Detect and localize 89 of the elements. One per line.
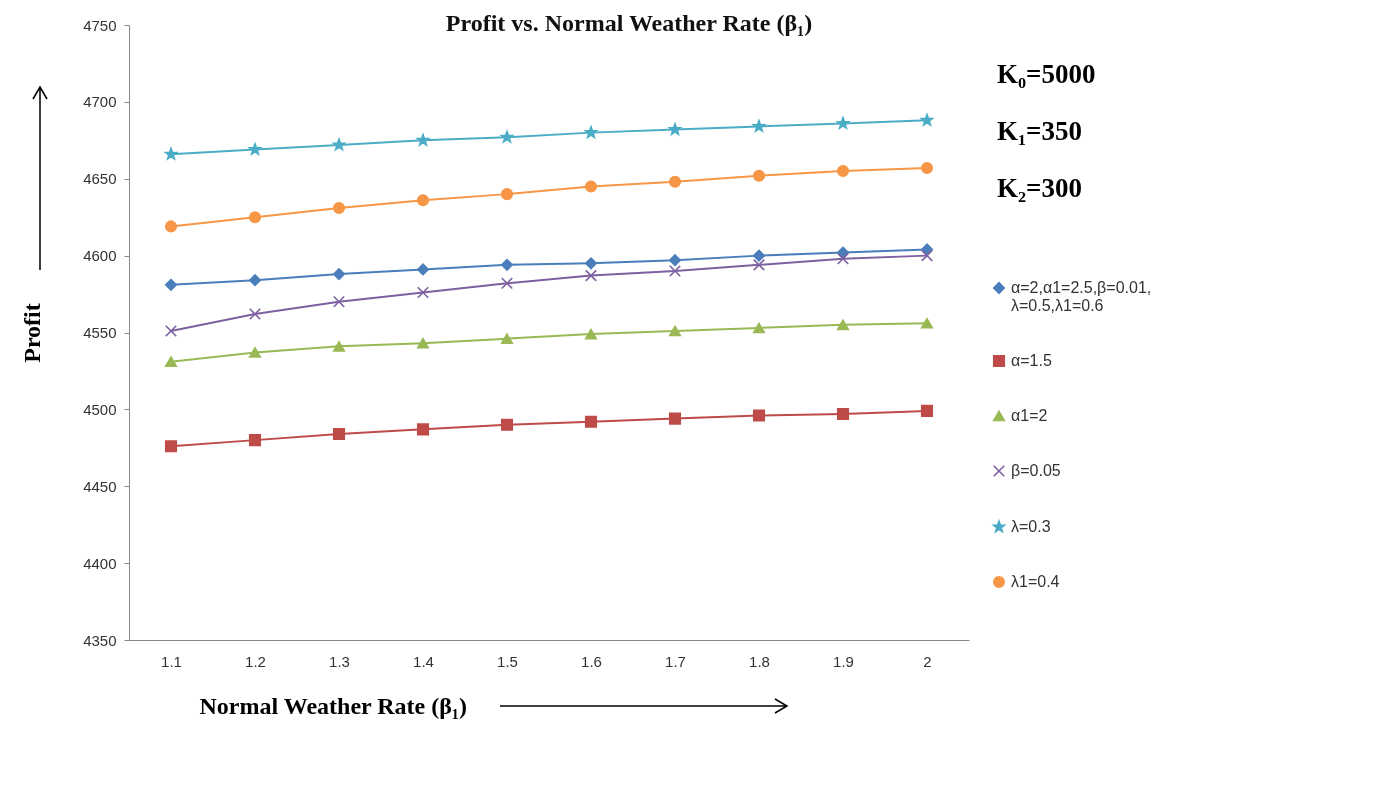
x-tick-label: 1.8 (749, 652, 770, 670)
y-tick-label: 4400 (83, 554, 117, 572)
point (752, 119, 766, 132)
point (920, 404, 934, 417)
point (164, 278, 178, 291)
y-tick-label: 4350 (83, 631, 117, 649)
point (332, 295, 346, 308)
point (500, 333, 514, 344)
point (752, 258, 766, 271)
x-tick-label: 1.3 (329, 652, 350, 670)
point (164, 440, 178, 453)
x-tick-label: 1.2 (245, 652, 266, 670)
point (920, 161, 934, 175)
y-tick-label: 4550 (83, 324, 117, 341)
legend-label: λ=0.3 (1011, 518, 1051, 535)
point (752, 169, 766, 182)
chart-title: Profit vs. Normal Weather Rate (β₁) (445, 10, 813, 36)
point (920, 249, 934, 262)
point (164, 324, 178, 338)
point (584, 126, 598, 139)
point (248, 142, 262, 155)
x-tick-label: 1.7 (665, 652, 686, 670)
point (752, 322, 766, 334)
point (836, 116, 850, 129)
point (668, 412, 682, 425)
point (836, 165, 850, 178)
point (584, 328, 598, 340)
legend-label: λ1=0.4 (1011, 573, 1060, 590)
x-axis-title: Normal Weather Rate (β₁) (199, 692, 468, 719)
point (668, 122, 682, 136)
y-tick-label: 4750 (83, 16, 117, 34)
x-tick-label: 1.5 (497, 652, 518, 670)
y-tick-label: 4650 (83, 170, 117, 188)
point (836, 252, 850, 265)
point (668, 254, 682, 267)
point (500, 130, 514, 143)
point (584, 415, 598, 428)
point (668, 264, 682, 278)
point (836, 407, 850, 421)
y-tick-label: 4700 (83, 93, 117, 111)
y-axis-title: Profit (19, 303, 46, 363)
text: K₀=5000 (997, 59, 1096, 89)
point (500, 258, 514, 271)
text: K₁=350 (997, 116, 1082, 146)
point (500, 277, 514, 290)
point (332, 138, 346, 151)
x-tick-label: 1.4 (413, 652, 434, 670)
legend-label: α1=2 (1011, 407, 1048, 424)
x-tick-label: 1.6 (581, 652, 602, 670)
point (164, 147, 178, 160)
point (248, 347, 262, 358)
point (332, 341, 346, 352)
point (416, 263, 430, 276)
x-tick-label: 1.1 (161, 652, 182, 670)
point (416, 286, 430, 299)
point (752, 409, 766, 422)
x-tick-label: 2 (923, 652, 932, 670)
legend-label: β=0.05 (1011, 462, 1061, 479)
point (416, 337, 430, 349)
legend-label: α=1.5 (1011, 352, 1052, 369)
point (332, 268, 346, 281)
point (332, 201, 346, 214)
y-tick-label: 4600 (83, 247, 117, 265)
point (584, 180, 598, 193)
x-tick-label: 1.9 (833, 652, 854, 670)
point (752, 249, 766, 262)
point (164, 356, 178, 368)
point (248, 211, 262, 224)
point (248, 308, 262, 321)
point (668, 325, 682, 337)
point (416, 194, 430, 207)
point (584, 257, 598, 270)
legend-label: α=2,α1=2.5,β=0.01, λ=0.5,λ1=0.6 (1011, 279, 1152, 314)
point (164, 220, 178, 233)
point (584, 269, 598, 282)
point (500, 188, 514, 201)
point (836, 319, 850, 331)
point (920, 317, 934, 329)
y-tick-label: 4500 (83, 400, 117, 418)
point (500, 418, 514, 431)
point (416, 423, 430, 436)
point (416, 133, 430, 146)
point (332, 427, 346, 441)
point (248, 434, 262, 447)
text: K₂=300 (997, 173, 1082, 203)
point (920, 113, 934, 126)
point (668, 175, 682, 188)
point (248, 274, 262, 287)
y-tick-label: 4450 (83, 477, 117, 495)
